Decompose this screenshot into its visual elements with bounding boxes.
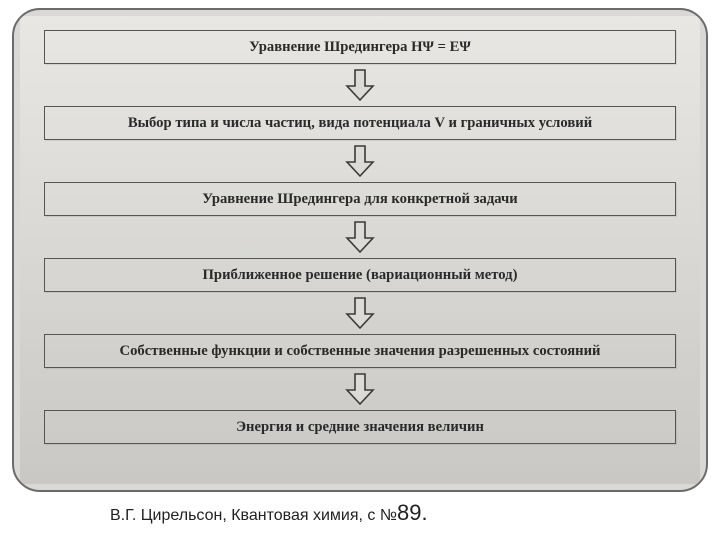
down-arrow-icon: [345, 372, 375, 406]
flow-node-label: Уравнение Шредингера HΨ = EΨ: [249, 39, 471, 55]
flow-node: Приближенное решение (вариационный метод…: [44, 258, 676, 292]
down-arrow-icon: [345, 296, 375, 330]
caption-main: В.Г. Цирельсон, Квантовая химия, с №: [110, 507, 397, 524]
flow-node: Собственные функции и собственные значен…: [44, 334, 676, 368]
flow-node: Уравнение Шредингера HΨ = EΨ: [44, 30, 676, 64]
flow-node: Уравнение Шредингера для конкретной зада…: [44, 182, 676, 216]
caption: В.Г. Цирельсон, Квантовая химия, с №89.: [0, 500, 720, 526]
flowchart-container: Уравнение Шредингера HΨ = EΨ Выбор типа и…: [20, 16, 700, 484]
slide-frame: Уравнение Шредингера HΨ = EΨ Выбор типа и…: [12, 8, 708, 492]
flow-node-label: Приближенное решение (вариационный метод…: [203, 267, 518, 283]
caption-page-number: 89.: [397, 500, 428, 525]
flow-node-label: Энергия и средние значения величин: [236, 419, 484, 435]
down-arrow-icon: [345, 68, 375, 102]
flow-node: Выбор типа и числа частиц, вида потенциа…: [44, 106, 676, 140]
down-arrow-icon: [345, 220, 375, 254]
down-arrow-icon: [345, 144, 375, 178]
flow-node-label: Выбор типа и числа частиц, вида потенциа…: [128, 115, 592, 131]
flow-node-label: Уравнение Шредингера для конкретной зада…: [202, 191, 517, 207]
flow-node-label: Собственные функции и собственные значен…: [120, 343, 601, 359]
flow-node: Энергия и средние значения величин: [44, 410, 676, 444]
